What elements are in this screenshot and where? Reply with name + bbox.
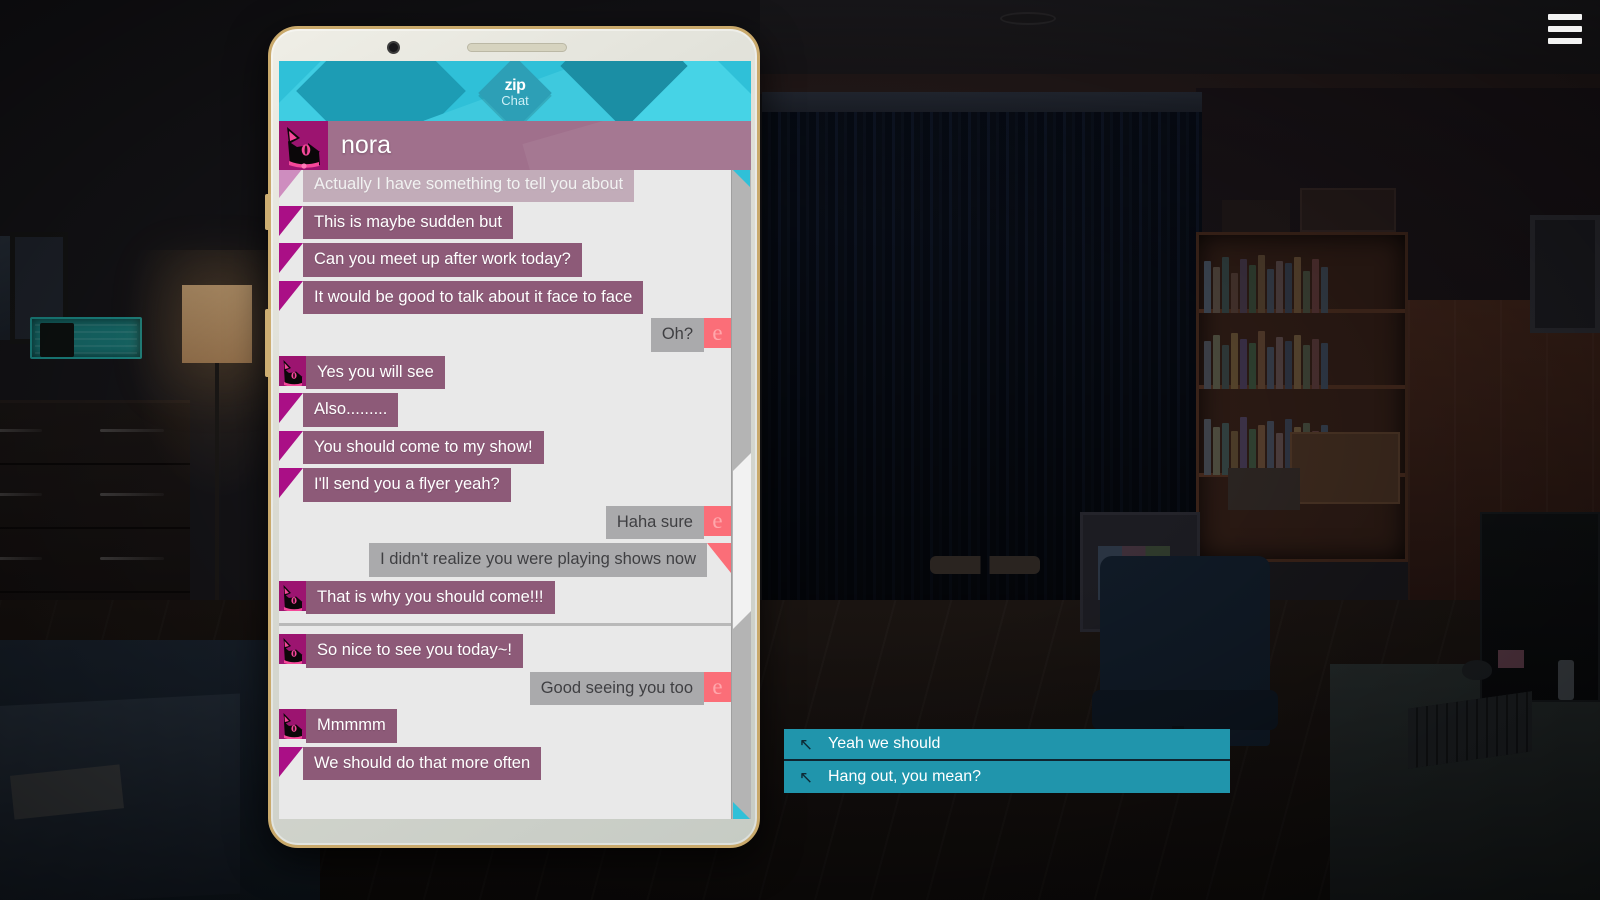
shelf-top-box-small: [1222, 200, 1290, 232]
zip-chat-logo-icon: zip Chat: [478, 61, 552, 121]
message-text: It would be good to talk about it face t…: [303, 280, 644, 314]
incoming-message: Yes you will see: [279, 355, 731, 389]
bottle: [1558, 660, 1574, 700]
floor-lamp-pole: [215, 363, 219, 633]
dialogue-choice-list: ↖ Yeah we should ↖ Hang out, you mean?: [784, 729, 1230, 793]
dialogue-choice-1[interactable]: ↖ Yeah we should: [784, 729, 1230, 761]
message-text: Also.........: [303, 393, 399, 427]
phone-screen: zip Chat: [279, 61, 751, 819]
chat-scrollbar[interactable]: [731, 170, 751, 819]
incoming-message: You should come to my show!: [279, 430, 731, 464]
message-text: Can you meet up after work today?: [303, 243, 582, 277]
bookshelf: [1196, 232, 1408, 562]
app-banner: zip Chat: [279, 61, 751, 121]
message-text: Good seeing you too: [529, 671, 704, 705]
office-chair-seat: [1092, 690, 1278, 730]
message-tail-icon: [279, 280, 303, 311]
choice-arrow-icon: ↖: [798, 767, 814, 787]
contact-avatar: [279, 121, 328, 170]
phone-power-button[interactable]: [265, 309, 271, 377]
message-text: That is why you should come!!!: [306, 580, 555, 614]
mouse-icon: [1462, 660, 1492, 680]
message-tail-icon: [279, 468, 303, 498]
contact-header[interactable]: nora: [279, 121, 751, 170]
wall-picture-frame-right: [1530, 215, 1600, 333]
floor-lamp-shade: [182, 285, 252, 363]
phone-volume-button[interactable]: [265, 194, 271, 230]
incoming-message: I'll send you a flyer yeah?: [279, 468, 731, 502]
shelf-top-box: [1300, 188, 1396, 232]
dialogue-choice-2[interactable]: ↖ Hang out, you mean?: [784, 761, 1230, 793]
outgoing-message: Good seeing you too e: [279, 671, 731, 705]
scrollbar-thumb[interactable]: [733, 453, 751, 629]
message-text: Mmmmm: [306, 709, 397, 743]
incoming-message: This is maybe sudden but: [279, 205, 731, 239]
logo-text-zip: zip: [504, 76, 526, 94]
message-text: You should come to my show!: [303, 430, 544, 464]
self-avatar: e: [704, 505, 731, 536]
phone-camera-icon: [387, 41, 400, 54]
outgoing-message: I didn't realize you were playing shows …: [279, 543, 731, 577]
choice-label: Hang out, you mean?: [828, 768, 981, 785]
self-avatar: e: [704, 671, 731, 702]
incoming-message: Can you meet up after work today?: [279, 243, 731, 277]
scroll-up-arrow-icon[interactable]: [733, 170, 750, 187]
message-text: We should do that more often: [303, 746, 542, 780]
message-text: Haha sure: [605, 505, 704, 539]
message-tail-icon: [279, 393, 303, 423]
cat-avatar-icon: [279, 709, 306, 740]
cat-avatar-icon: [279, 634, 306, 665]
incoming-message: That is why you should come!!!: [279, 580, 731, 614]
message-avatar: [279, 355, 306, 387]
hamburger-menu-icon[interactable]: [1548, 14, 1582, 44]
chat-messages-container: Actually I have something to tell you ab…: [279, 170, 731, 819]
storage-box-small: [1228, 468, 1300, 510]
outgoing-message: Haha sure e: [279, 505, 731, 539]
cat-avatar-icon: [279, 355, 306, 387]
incoming-message: So nice to see you today~!: [279, 634, 731, 668]
chat-log: Actually I have something to tell you ab…: [279, 170, 751, 819]
message-avatar: [279, 709, 306, 740]
choice-arrow-icon: ↖: [798, 734, 814, 754]
message-tail-icon: [279, 205, 303, 236]
scroll-down-arrow-icon[interactable]: [733, 802, 750, 819]
shoes: [930, 556, 1040, 574]
phone-device: zip Chat: [265, 26, 760, 848]
message-text: Yes you will see: [306, 355, 445, 389]
message-avatar: [279, 580, 306, 612]
logo-text-chat: Chat: [501, 92, 529, 108]
choice-label: Yeah we should: [828, 735, 941, 752]
message-text: I didn't realize you were playing shows …: [369, 543, 707, 577]
message-tail-icon: [279, 430, 303, 461]
message-text: Actually I have something to tell you ab…: [303, 170, 635, 202]
message-tail-icon: [279, 170, 303, 198]
incoming-message: It would be good to talk about it face t…: [279, 280, 731, 314]
cat-avatar-icon: [287, 127, 320, 169]
message-text: Oh?: [650, 318, 704, 352]
sticky-note: [1498, 650, 1524, 668]
contact-name: nora: [341, 131, 392, 159]
message-avatar: [279, 634, 306, 665]
laundry-basket: [30, 317, 142, 359]
message-tail-icon: [279, 746, 303, 777]
message-tail-icon: [707, 543, 731, 573]
message-text: I'll send you a flyer yeah?: [303, 468, 511, 502]
incoming-message: Actually I have something to tell you ab…: [279, 170, 731, 202]
computer-monitor: [1480, 512, 1600, 702]
message-text: So nice to see you today~!: [306, 634, 523, 668]
message-tail-icon: [279, 243, 303, 273]
incoming-message: Also.........: [279, 393, 731, 427]
storage-boxes: [1290, 432, 1400, 504]
incoming-message: Mmmmm: [279, 709, 731, 743]
message-group-divider: [279, 623, 731, 626]
phone-speaker: [467, 43, 567, 52]
incoming-message: We should do that more often: [279, 746, 731, 780]
cat-avatar-icon: [279, 580, 306, 612]
self-avatar: e: [704, 318, 731, 348]
message-text: This is maybe sudden but: [303, 205, 514, 239]
ceiling-light-icon: [1000, 12, 1056, 25]
outgoing-message: Oh? e: [279, 318, 731, 352]
